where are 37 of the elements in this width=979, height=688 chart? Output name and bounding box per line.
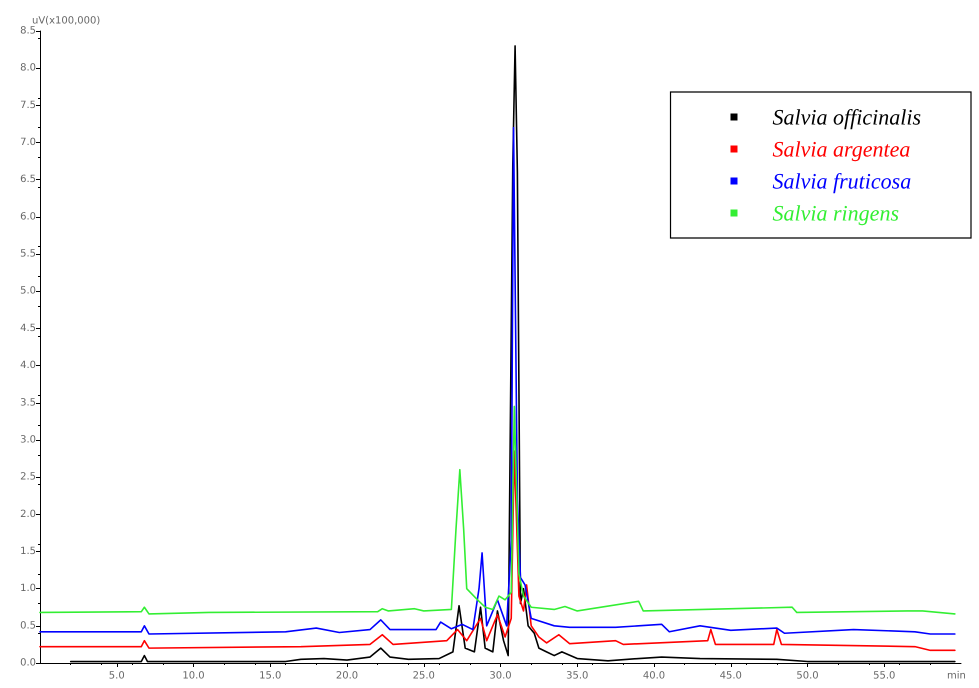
y-tick-label: 3.5 [20,397,36,408]
y-tick-label: 1.0 [20,583,36,594]
y-tick-label: 5.5 [20,248,36,260]
x-tick-label: 30.0 [489,670,512,682]
y-tick-label: 7.0 [20,137,36,148]
line-series [39,450,956,652]
y-tick-label: 8.5 [20,26,36,36]
x-tick-label: 50.0 [796,670,819,682]
x-tick-label: 15.0 [259,670,282,682]
legend-label: Salvia ringens [772,200,900,226]
y-tick-label: 8.0 [20,62,36,74]
x-tick-label: 40.0 [642,670,666,682]
y-tick-label: 2.5 [20,472,36,483]
legend-label: Salvia fruticosa [772,168,912,194]
y-tick-label: 7.5 [20,100,36,111]
x-axis-title: min [947,670,966,682]
y-tick-label: 0.0 [20,658,36,668]
y-tick-label: 0.5 [20,620,36,632]
legend-label: Salvia argentea [772,136,910,162]
legend-label: Salvia officinalis [772,104,922,130]
y-tick-label: 3.0 [20,434,36,446]
x-tick-label: 55.0 [873,670,896,682]
line-series [39,406,956,615]
y-tick-label: 1.5 [20,546,36,557]
x-tick-label: 45.0 [720,670,742,682]
x-tick-label: 20.0 [336,670,358,682]
y-tick-label: 5.0 [20,286,36,297]
y-tick-label: 6.5 [20,174,36,186]
y-tick-label: 2.0 [20,508,36,520]
y-tick-label: 4.5 [20,322,36,334]
y-axis-title: uV(x100,000) [32,16,100,27]
x-tick-label: 35.0 [566,670,588,682]
x-tick-label: 10.0 [182,670,205,682]
x-tick-label: 5.0 [108,670,125,682]
x-tick-label: 25.0 [412,670,435,682]
y-tick-label: 4.0 [20,360,36,372]
y-tick-label: 6.0 [20,211,36,222]
